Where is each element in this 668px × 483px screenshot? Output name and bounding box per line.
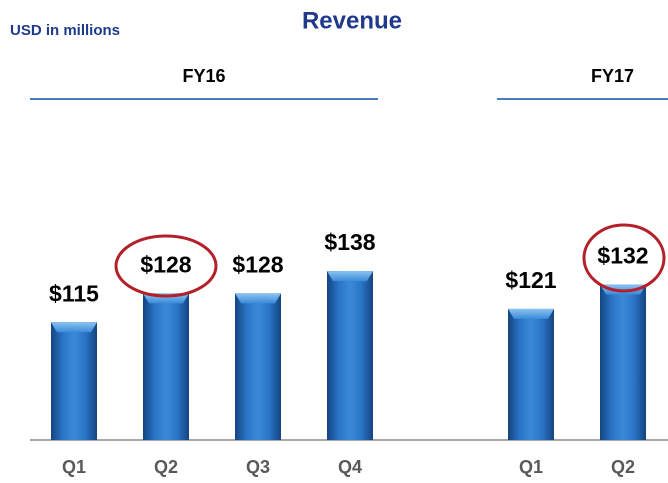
x-tick-label: Q2 [611, 457, 635, 477]
bar [327, 271, 373, 440]
bar [600, 284, 646, 440]
bar-cap [235, 293, 281, 304]
bar-cap [51, 322, 97, 333]
x-tick-label: Q2 [154, 457, 178, 477]
group-label: FY17 [591, 66, 634, 86]
bar [51, 322, 97, 440]
bar-cap [600, 284, 646, 295]
bar [143, 293, 189, 440]
bar [508, 308, 554, 440]
value-label: $132 [597, 243, 648, 269]
x-tick-label: Q1 [62, 457, 86, 477]
chart-title: Revenue [302, 7, 402, 34]
x-tick-label: Q1 [519, 457, 543, 477]
value-label: $121 [505, 267, 556, 293]
value-label: $128 [140, 251, 191, 277]
value-label: $128 [232, 251, 283, 277]
highlight-circle [582, 223, 666, 293]
bar [235, 293, 281, 440]
x-tick-label: Q4 [338, 457, 362, 477]
unit-label: USD in millions [10, 22, 120, 39]
value-label: $138 [324, 229, 375, 255]
highlight-circle [114, 234, 218, 298]
value-label: $115 [49, 280, 99, 306]
bar-cap [327, 271, 373, 282]
bar-cap [508, 308, 554, 319]
x-tick-label: Q3 [246, 457, 270, 477]
group-label: FY16 [182, 66, 225, 86]
plot: FY16 $115 Q1 $128 Q2 $128 Q3 $138 Q4 FY17 $121 Q1 $1… [30, 66, 668, 477]
